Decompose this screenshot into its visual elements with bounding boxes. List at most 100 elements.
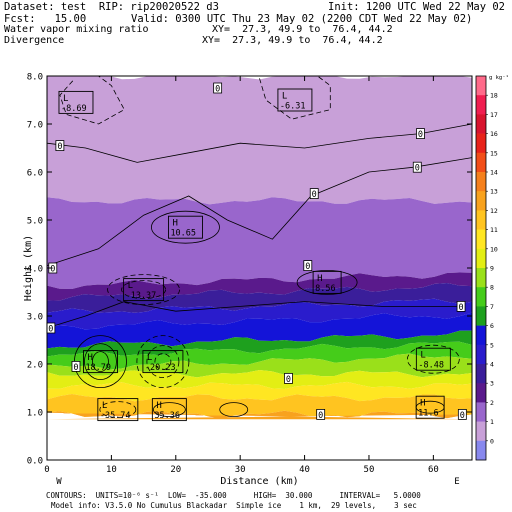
contour-pos-surface	[152, 402, 186, 418]
zero-label-box	[316, 408, 326, 420]
extremum-kind: H	[87, 353, 92, 363]
colorbar-label: 18	[490, 92, 498, 100]
moisture-band-7	[47, 341, 472, 370]
zero-contour-label: 0	[415, 164, 420, 174]
extremum-value: -20.23	[145, 363, 176, 373]
extremum-value: 8.56	[315, 284, 335, 294]
colorbar-swatch	[476, 402, 486, 422]
extremum-box	[415, 347, 451, 371]
contour-neg-low-3	[154, 353, 172, 371]
cross-section-coords-1: XY= 27.3, 49.9 to 76.4, 44.2	[212, 24, 393, 35]
colorbar-label: 16	[490, 130, 498, 138]
colorbar-swatch	[476, 210, 486, 230]
contour-zero-low	[46, 301, 460, 329]
contour-neg-right	[406, 344, 460, 374]
colorbar-label: 6	[490, 322, 494, 330]
moisture-band-5	[47, 312, 472, 349]
moisture-band-8	[47, 353, 472, 378]
contour-neg-mid-1	[107, 274, 180, 306]
zero-label-box	[55, 140, 65, 152]
extremum-box	[142, 350, 184, 374]
moisture-band-1	[47, 197, 472, 289]
colorbar-swatch	[476, 306, 486, 326]
zero-contour-label: 0	[73, 363, 78, 373]
zero-contour-label: 0	[305, 262, 310, 272]
zero-label-box	[213, 82, 223, 94]
extremum-kind: L	[282, 92, 287, 102]
colorbar-swatch	[476, 172, 486, 192]
colorbar-swatch	[476, 364, 486, 384]
contour-pos-right	[296, 269, 358, 295]
contour-pos-surface-2	[219, 402, 249, 418]
x-axis-label: Distance (km)	[220, 476, 298, 487]
contour-neg-surface	[99, 401, 137, 419]
zero-contour-label: 0	[318, 411, 323, 421]
zero-contour-label: 0	[312, 190, 317, 200]
extremum-value: 10.65	[170, 229, 196, 239]
colorbar-swatch	[476, 383, 486, 403]
zero-contour-label: 0	[460, 411, 465, 421]
x-tick-label: 10	[106, 465, 117, 475]
zero-label-box	[456, 300, 466, 312]
colorbar-label: 0	[490, 437, 494, 445]
colorbar-label: 3	[490, 380, 494, 388]
zero-label-box	[303, 260, 313, 272]
colorbar-swatch	[476, 248, 486, 269]
x-tick-label: 20	[170, 465, 181, 475]
east-label: E	[454, 477, 459, 487]
contour-info: CONTOURS: UNITS=10⁻⁶ s⁻¹ LOW= -35.000 HI…	[46, 491, 421, 500]
moisture-band-10	[47, 381, 472, 402]
colorbar-label: 10	[490, 245, 498, 253]
extremum-box	[151, 398, 187, 422]
colorbar-swatch	[476, 440, 486, 461]
moisture-band-2	[47, 272, 472, 301]
zero-label-box	[71, 360, 81, 372]
colorbar-swatch	[476, 229, 486, 250]
x-tick-label: 30	[235, 465, 246, 475]
contour-neg-top-right	[259, 75, 331, 120]
extremum-value: 11.6	[418, 409, 438, 419]
zero-label-box	[416, 128, 425, 140]
moisture-band-4	[47, 298, 472, 330]
colorbar-label: 5	[490, 341, 494, 349]
west-label: W	[56, 477, 62, 487]
colorbar-label: 13	[490, 188, 498, 196]
x-tick-label: 60	[428, 465, 439, 475]
extremum-box	[415, 395, 445, 419]
extremum-kind: H	[420, 399, 425, 409]
y-tick-label: 7.0	[27, 121, 43, 131]
cross-section-coords-2: XY= 27.3, 49.9 to 76.4, 44.2	[202, 35, 383, 46]
extremum-value: -6.31	[280, 102, 306, 112]
zero-label-box	[412, 161, 422, 173]
extremum-value: -35.74	[100, 411, 131, 421]
y-tick-label: 0.0	[27, 457, 43, 467]
terrain-mask	[47, 420, 472, 460]
zero-contour-label: 0	[286, 375, 291, 385]
colorbar-label: 9	[490, 265, 494, 273]
moisture-band-0	[47, 76, 472, 205]
contour-pos-low-3	[92, 351, 109, 373]
colorbar-swatch	[476, 268, 486, 288]
y-tick-label: 6.0	[27, 169, 43, 179]
extremum-kind: L	[63, 94, 68, 104]
extremum-kind: L	[147, 353, 152, 363]
y-tick-label: 1.0	[27, 409, 43, 419]
colorbar-swatch	[476, 421, 486, 442]
dataset-label: Dataset: test RIP: rip20020522 d3	[4, 1, 219, 13]
y-tick-label: 5.0	[27, 217, 43, 227]
y-tick-label: 4.0	[27, 265, 43, 275]
field-name-divergence: Divergence	[4, 35, 65, 46]
y-tick-label: 2.0	[27, 361, 43, 371]
extremum-value: -8.69	[61, 104, 87, 114]
y-tick-label: 8.0	[27, 73, 43, 83]
y-tick-label: 3.0	[27, 313, 43, 323]
init-time: Init: 1200 UTC Wed 22 May 02	[328, 1, 506, 13]
colorbar-swatch	[476, 152, 486, 173]
x-tick-label: 50	[364, 465, 375, 475]
extremum-value: -8.48	[418, 361, 444, 371]
colorbar-label: 11	[490, 226, 498, 234]
colorbar-swatch	[476, 191, 486, 211]
zero-contour-label: 0	[57, 142, 62, 152]
zero-contour-label: 0	[458, 303, 463, 313]
contour-neg-mid-2	[121, 280, 166, 300]
